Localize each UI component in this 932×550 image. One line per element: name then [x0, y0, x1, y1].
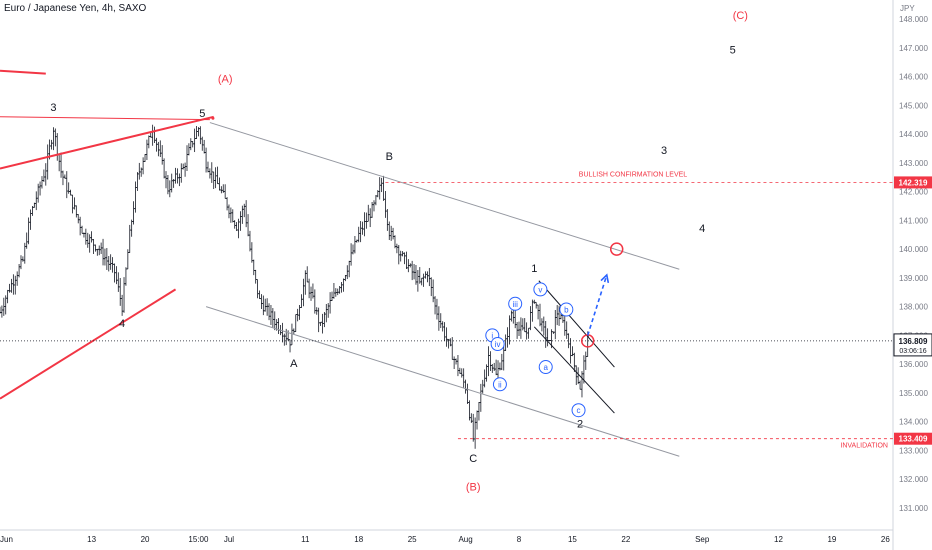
channel-lower-line[interactable]	[205, 306, 680, 457]
wave-channel-lower-line[interactable]	[533, 326, 615, 414]
bullish-level-badge	[894, 176, 932, 189]
y-tick-label: 148.000	[899, 15, 928, 24]
y-tick-label: 142.000	[899, 188, 928, 197]
wave-label-circle	[490, 337, 505, 352]
wave-label-circle	[571, 403, 586, 418]
y-tick-label: 136.000	[899, 360, 928, 369]
wave-label-blue: a	[543, 363, 548, 372]
red-wedge-lower-line[interactable]	[0, 288, 177, 400]
wave-label-black: 4	[699, 223, 705, 235]
current-price-badge	[893, 333, 932, 357]
projection-arrow-head	[600, 273, 610, 284]
x-tick-label: 12	[774, 535, 783, 544]
y-tick-label: 141.000	[899, 216, 928, 225]
wave-label-blue: v	[538, 285, 542, 294]
x-tick-label: 19	[827, 535, 836, 544]
x-tick-label: 26	[881, 535, 890, 544]
target-circle-marker[interactable]	[609, 242, 624, 256]
wave-label-black: A	[290, 358, 298, 370]
x-tick-label: 15	[568, 535, 577, 544]
invalidation-level-badge	[894, 432, 932, 445]
wave-label-circle	[508, 296, 523, 311]
y-tick-label: 147.000	[899, 44, 928, 53]
x-tick-label: 8	[517, 535, 522, 544]
currency-label: JPY	[900, 4, 915, 13]
wave-label-black: 5	[199, 108, 205, 120]
y-tick-label: 138.000	[899, 303, 928, 312]
wave-label-black: 1	[531, 263, 537, 275]
invalidation-level-value: 133.409	[899, 435, 928, 444]
y-tick-label: 133.000	[899, 446, 928, 455]
x-tick-label: Jun	[0, 535, 13, 544]
wave-label-blue: c	[577, 406, 581, 415]
wave-label-black: B	[386, 151, 393, 163]
bullish-level-value: 142.319	[899, 178, 928, 187]
x-tick-label: Sep	[695, 535, 710, 544]
wave-channel-upper-line[interactable]	[538, 280, 615, 368]
bullish-level-text: BULLISH CONFIRMATION LEVEL	[579, 171, 688, 178]
x-tick-label: 25	[408, 535, 417, 544]
wave-label-black: 3	[661, 145, 667, 157]
channel-upper-line[interactable]	[209, 122, 680, 270]
red-horizontal-line[interactable]	[0, 116, 210, 121]
wave-label-circle	[492, 377, 507, 392]
y-tick-label: 134.000	[899, 418, 928, 427]
wave-label-circle	[538, 360, 553, 375]
bar-countdown: 03:06:16	[899, 348, 926, 355]
x-tick-label: 13	[87, 535, 96, 544]
y-tick-label: 132.000	[899, 475, 928, 484]
invalidation-level-text: INVALIDATION	[840, 443, 888, 450]
x-tick-label: 22	[621, 535, 630, 544]
y-tick-label: 144.000	[899, 130, 928, 139]
y-tick-label: 139.000	[899, 274, 928, 283]
wave-label-red: (A)	[218, 73, 233, 85]
red-wedge-upper-line[interactable]	[0, 115, 214, 170]
projection-arrow-line[interactable]	[586, 274, 608, 336]
wave-label-black: 3	[50, 102, 56, 114]
red-short-line[interactable]	[0, 69, 46, 75]
wave-label-black: 2	[577, 418, 583, 430]
y-tick-label: 135.000	[899, 389, 928, 398]
x-tick-label: 18	[354, 535, 363, 544]
wave-label-circle	[533, 282, 548, 297]
x-tick-label: Aug	[458, 535, 472, 544]
wave-label-red: (B)	[466, 482, 481, 494]
x-tick-label: 15:00	[188, 535, 209, 544]
wave-label-black: 5	[730, 45, 736, 57]
wave-label-black: 4	[119, 318, 125, 330]
y-tick-label: 140.000	[899, 245, 928, 254]
wave-label-blue: ii	[498, 380, 502, 389]
wave-label-red: (C)	[733, 10, 748, 22]
y-tick-label: 131.000	[899, 504, 928, 513]
x-tick-label: Jul	[224, 535, 234, 544]
wave-label-blue: iii	[513, 300, 519, 309]
y-tick-label: 143.000	[899, 159, 928, 168]
wave-label-blue: b	[564, 306, 569, 315]
wave-label-blue: iv	[495, 340, 501, 349]
wave-5-dot	[211, 116, 215, 120]
x-tick-label: 11	[301, 535, 310, 544]
y-tick-label: 146.000	[899, 73, 928, 82]
y-tick-label: 145.000	[899, 101, 928, 110]
x-tick-label: 20	[141, 535, 150, 544]
wave-label-black: C	[469, 453, 477, 465]
current-price-value: 136.809	[899, 337, 928, 346]
wave-label-blue: i	[491, 331, 493, 340]
chart-title: Euro / Japanese Yen, 4h, SAXO	[4, 3, 147, 14]
wave-label-circle	[559, 302, 574, 317]
